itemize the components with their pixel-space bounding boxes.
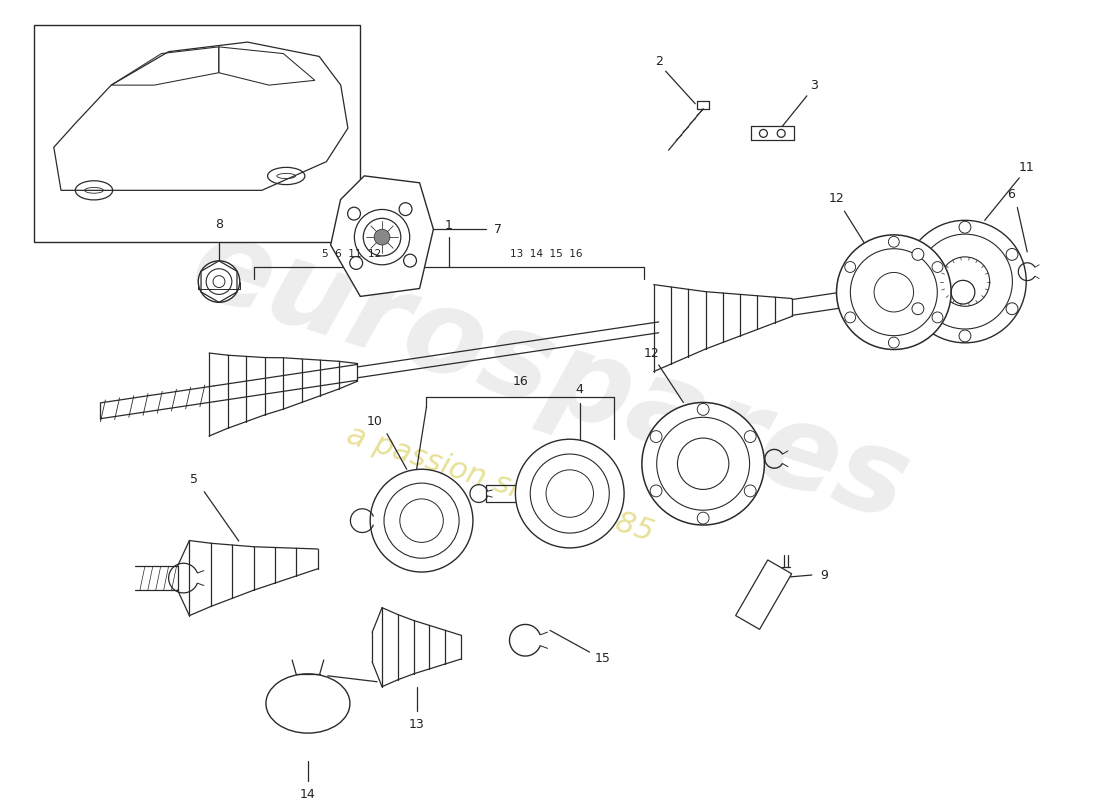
Text: 16: 16	[513, 375, 528, 389]
Text: 5: 5	[190, 474, 198, 486]
Text: 8: 8	[214, 218, 223, 230]
Circle shape	[657, 418, 749, 510]
Text: 14: 14	[300, 788, 316, 800]
Circle shape	[384, 483, 459, 558]
Circle shape	[917, 234, 1012, 329]
Circle shape	[678, 438, 729, 490]
Circle shape	[530, 454, 609, 533]
Bar	[34, 25, 361, 242]
Circle shape	[348, 207, 361, 220]
Text: a passion since 1985: a passion since 1985	[343, 421, 658, 547]
Text: 2: 2	[654, 54, 662, 68]
Circle shape	[912, 303, 924, 314]
Circle shape	[650, 485, 662, 497]
Text: eurospares: eurospares	[177, 206, 923, 546]
Circle shape	[1006, 303, 1018, 314]
Circle shape	[745, 485, 756, 497]
Circle shape	[642, 402, 764, 525]
Circle shape	[363, 218, 400, 256]
Text: 13: 13	[409, 718, 425, 730]
Circle shape	[516, 439, 624, 548]
Circle shape	[404, 254, 417, 267]
Circle shape	[213, 276, 224, 287]
Text: 6: 6	[1008, 188, 1015, 201]
Text: 12: 12	[828, 192, 845, 205]
Text: 3: 3	[810, 79, 817, 93]
Circle shape	[374, 230, 389, 245]
Circle shape	[940, 257, 990, 306]
Circle shape	[354, 210, 409, 265]
Circle shape	[1006, 249, 1018, 260]
Text: 4: 4	[575, 383, 584, 396]
Circle shape	[546, 470, 594, 518]
Circle shape	[399, 499, 443, 542]
Text: 1: 1	[444, 218, 453, 232]
Text: 5  6  11  12: 5 6 11 12	[321, 249, 381, 259]
Text: 10: 10	[366, 415, 382, 428]
Circle shape	[959, 222, 971, 233]
Text: 9: 9	[821, 569, 828, 582]
Circle shape	[959, 330, 971, 342]
Circle shape	[697, 403, 710, 415]
Circle shape	[845, 312, 856, 323]
Circle shape	[850, 249, 937, 336]
Text: 13  14  15  16: 13 14 15 16	[510, 249, 583, 259]
Text: 12: 12	[644, 346, 660, 359]
Circle shape	[650, 430, 662, 442]
Circle shape	[745, 430, 756, 442]
Circle shape	[932, 312, 943, 323]
Circle shape	[845, 262, 856, 273]
Circle shape	[912, 249, 924, 260]
Circle shape	[904, 220, 1026, 343]
Polygon shape	[331, 176, 433, 297]
Circle shape	[836, 235, 952, 350]
Text: 7: 7	[494, 222, 502, 236]
Text: 15: 15	[594, 651, 610, 665]
Circle shape	[399, 202, 412, 215]
Circle shape	[206, 269, 232, 294]
Text: 11: 11	[1019, 162, 1034, 174]
Circle shape	[371, 470, 473, 572]
Circle shape	[932, 262, 943, 273]
Circle shape	[697, 512, 710, 524]
Circle shape	[350, 257, 363, 270]
Circle shape	[889, 337, 900, 348]
Circle shape	[198, 261, 240, 302]
Polygon shape	[736, 560, 792, 630]
Circle shape	[889, 236, 900, 247]
Circle shape	[874, 273, 914, 312]
